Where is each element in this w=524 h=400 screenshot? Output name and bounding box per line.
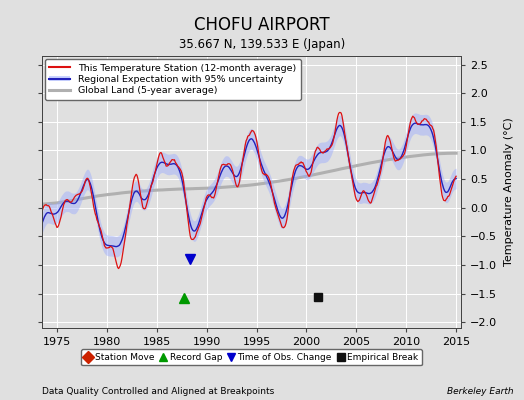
Text: 35.667 N, 139.533 E (Japan): 35.667 N, 139.533 E (Japan) [179, 38, 345, 51]
Text: Data Quality Controlled and Aligned at Breakpoints: Data Quality Controlled and Aligned at B… [42, 387, 274, 396]
Text: Berkeley Earth: Berkeley Earth [447, 387, 514, 396]
Y-axis label: Temperature Anomaly (°C): Temperature Anomaly (°C) [504, 118, 514, 266]
Legend: Station Move, Record Gap, Time of Obs. Change, Empirical Break: Station Move, Record Gap, Time of Obs. C… [81, 349, 422, 366]
Text: CHOFU AIRPORT: CHOFU AIRPORT [194, 16, 330, 34]
Legend: This Temperature Station (12-month average), Regional Expectation with 95% uncer: This Temperature Station (12-month avera… [45, 59, 301, 100]
